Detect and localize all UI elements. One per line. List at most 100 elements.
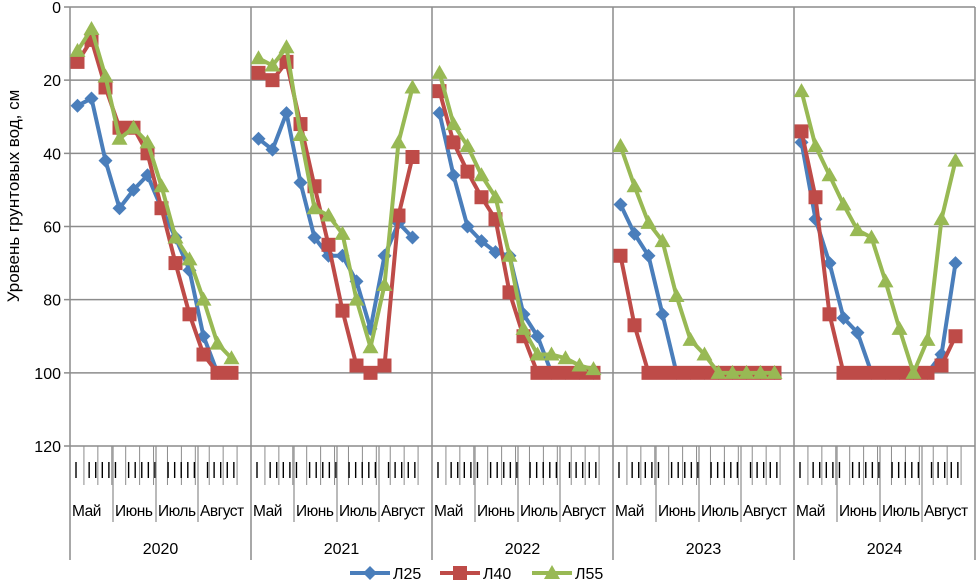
series-line [618, 145, 775, 375]
data-point [696, 346, 713, 361]
year-label: 2022 [505, 541, 541, 558]
data-point [97, 68, 114, 83]
data-point [878, 365, 893, 380]
series-line [75, 26, 233, 360]
data-point [251, 65, 266, 80]
data-point [167, 229, 184, 244]
data-point [822, 256, 837, 271]
data-point [933, 211, 950, 226]
data-point [877, 273, 894, 288]
month-label: Июль [701, 503, 739, 520]
data-point [335, 303, 350, 318]
data-point [306, 200, 323, 215]
data-point [279, 106, 294, 121]
data-point [376, 277, 393, 292]
month-label: Июнь [658, 503, 696, 520]
month-label: Июнь [477, 503, 515, 520]
data-point [196, 347, 211, 362]
data-point [501, 247, 518, 262]
data-point [585, 361, 602, 376]
month-label: Июнь [839, 503, 877, 520]
data-point [153, 178, 170, 193]
data-point [502, 285, 517, 300]
data-point [668, 288, 685, 303]
data-point [182, 307, 197, 322]
data-point [125, 119, 142, 134]
data-point [822, 307, 837, 322]
y-tick-label: 40 [43, 146, 61, 163]
data-point [920, 365, 935, 380]
data-point [558, 365, 573, 380]
data-point [405, 149, 420, 164]
data-point [849, 222, 866, 237]
data-point [391, 208, 406, 223]
data-point [613, 197, 628, 212]
data-point [321, 237, 336, 252]
data-point [836, 310, 851, 325]
data-point [195, 291, 212, 306]
y-tick-label: 0 [52, 0, 61, 17]
month-label: Май [434, 503, 463, 520]
y-axis-ticks: 0 20 40 60 80 100 120 [34, 0, 61, 456]
data-point [139, 134, 156, 149]
data-point [404, 79, 421, 94]
data-point [850, 325, 865, 340]
data-point [223, 350, 240, 365]
data-point [293, 175, 308, 190]
data-point [265, 73, 280, 88]
data-point [766, 364, 783, 379]
data-point [334, 225, 351, 240]
month-label: Июль [882, 503, 920, 520]
data-point [530, 365, 545, 380]
month-label: Июнь [115, 503, 153, 520]
data-point [446, 135, 461, 150]
data-point [626, 178, 643, 193]
month-label: Июль [158, 503, 196, 520]
month-label: Июнь [296, 503, 334, 520]
data-point [793, 83, 810, 98]
data-point [362, 339, 379, 354]
data-point [111, 130, 128, 145]
data-point [669, 365, 684, 380]
data-point [515, 320, 532, 335]
data-point [752, 364, 769, 379]
y-tick-label: 100 [34, 366, 61, 383]
legend-label: Л25 [393, 566, 421, 583]
data-point [460, 219, 475, 234]
data-point [948, 256, 963, 271]
legend-label: Л55 [575, 566, 603, 583]
data-point [320, 207, 337, 222]
data-point [543, 346, 560, 361]
data-point [349, 358, 364, 373]
data-point [181, 251, 198, 266]
data-point [224, 365, 239, 380]
data-point [835, 196, 852, 211]
data-point [264, 57, 281, 72]
month-label: Август [924, 503, 968, 520]
data-point [445, 116, 462, 131]
legend-marker-square-icon [453, 566, 467, 580]
series-Л55 [69, 20, 964, 379]
data-point [640, 214, 657, 229]
data-point [821, 167, 838, 182]
data-point [168, 256, 183, 271]
data-point [474, 190, 489, 205]
data-point [947, 152, 964, 167]
series-line [618, 255, 775, 375]
data-point [112, 201, 127, 216]
data-point [460, 164, 475, 179]
data-point [307, 230, 322, 245]
legend: Л25 Л40 Л55 [350, 565, 603, 583]
data-point [84, 91, 99, 106]
data-point [808, 190, 823, 205]
month-label: Август [743, 503, 787, 520]
data-point [529, 346, 546, 361]
data-point [627, 318, 642, 333]
data-point [405, 230, 420, 245]
data-point [377, 358, 392, 373]
data-point [738, 364, 755, 379]
data-point [209, 335, 226, 350]
legend-marker-triangle-icon [544, 565, 560, 579]
data-point [83, 20, 100, 35]
